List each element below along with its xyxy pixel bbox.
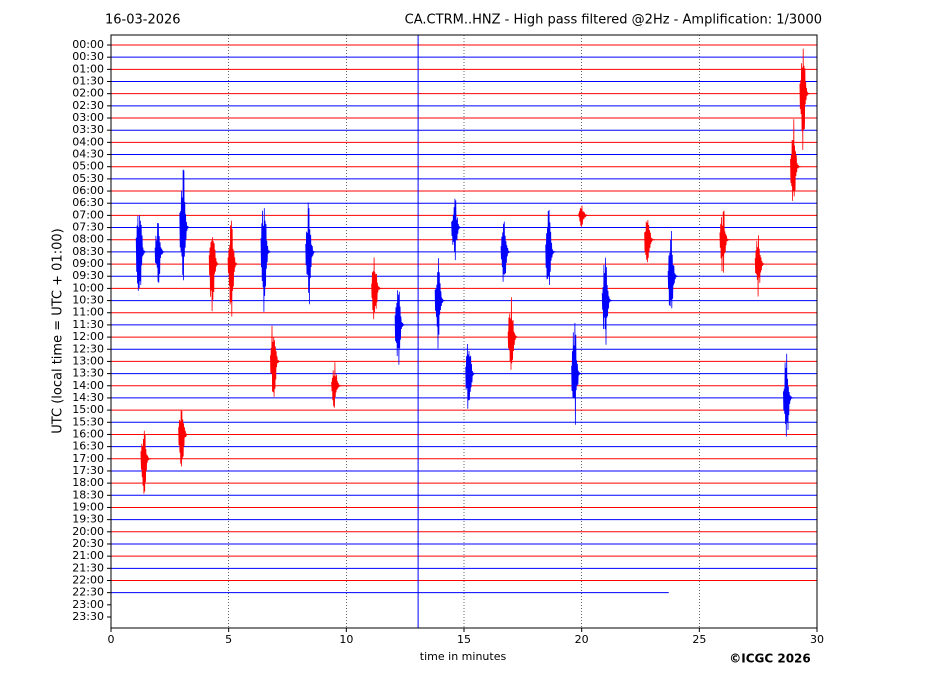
x-tick-label: 25: [692, 633, 706, 646]
y-tick-label: 22:00: [72, 573, 104, 586]
y-tick-label: 08:30: [72, 245, 104, 258]
seismic-burst: [790, 119, 801, 201]
y-tick-label: 00:30: [72, 50, 104, 63]
seismic-burst: [601, 257, 613, 345]
seismic-burst: [227, 220, 239, 317]
y-tick-label: 11:00: [72, 306, 104, 319]
y-tick-label: 21:00: [72, 549, 104, 562]
y-tick-label: 00:00: [72, 38, 104, 51]
y-tick-label: 14:00: [72, 379, 104, 392]
y-tick-label: 12:00: [72, 330, 104, 343]
y-tick-label: 10:30: [72, 294, 104, 307]
y-tick-label: 01:00: [72, 62, 104, 75]
seismic-burst: [799, 48, 810, 151]
seismic-burst: [135, 215, 147, 291]
seismic-burst: [507, 297, 519, 370]
y-tick-label: 09:00: [72, 257, 104, 270]
y-tick-label: 19:30: [72, 513, 104, 526]
y-tick-label: 17:30: [72, 464, 104, 477]
seismic-burst: [644, 219, 655, 263]
seismic-burst: [179, 169, 190, 281]
y-tick-label: 04:00: [72, 135, 104, 148]
y-tick-label: 15:30: [72, 415, 104, 428]
x-axis-label: time in minutes: [420, 650, 507, 663]
y-tick-label: 01:30: [72, 75, 104, 88]
y-tick-label: 03:30: [72, 123, 104, 136]
y-tick-label: 17:00: [72, 452, 104, 465]
y-tick-label: 14:30: [72, 391, 104, 404]
chart-title: CA.CTRM..HNZ - High pass filtered @2Hz -…: [405, 13, 822, 28]
y-tick-label: 22:30: [72, 586, 104, 599]
x-tick-label: 20: [575, 633, 589, 646]
y-tick-label: 11:30: [72, 318, 104, 331]
y-tick-label: 20:30: [72, 537, 104, 550]
x-tick-label: 15: [457, 633, 471, 646]
y-tick-label: 02:30: [72, 99, 104, 112]
y-tick-label: 16:30: [72, 440, 104, 453]
seismic-burst: [208, 237, 220, 312]
seismic-burst: [545, 209, 556, 286]
y-tick-label: 04:30: [72, 148, 104, 161]
y-tick-label: 19:00: [72, 500, 104, 513]
seismic-burst: [451, 198, 462, 261]
seismic-burst: [578, 205, 589, 227]
y-tick-label: 05:00: [72, 160, 104, 173]
y-tick-label: 03:00: [72, 111, 104, 124]
seismic-burst: [140, 430, 151, 494]
y-tick-label: 16:00: [72, 427, 104, 440]
y-tick-label: 02:00: [72, 87, 104, 100]
seismic-burst: [178, 409, 189, 467]
seismic-burst: [394, 290, 406, 365]
seismic-burst: [667, 230, 679, 309]
seismic-burst: [465, 343, 476, 409]
y-tick-label: 05:30: [72, 172, 104, 185]
x-tick-label: 30: [810, 633, 824, 646]
y-tick-label: 21:30: [72, 561, 104, 574]
y-tick-label: 07:30: [72, 221, 104, 234]
date: 16-03-2026: [105, 13, 181, 28]
y-tick-label: 20:00: [72, 525, 104, 538]
y-tick-label: 18:30: [72, 488, 104, 501]
y-tick-label: 07:00: [72, 208, 104, 221]
y-tick-label: 23:00: [72, 598, 104, 611]
plot-frame: [110, 34, 818, 629]
y-tick-label: 06:00: [72, 184, 104, 197]
seismic-burst: [783, 353, 794, 437]
x-tick-label: 10: [339, 633, 353, 646]
y-tick-label: 18:00: [72, 476, 104, 489]
seismic-burst: [270, 325, 281, 397]
y-tick-label: 13:30: [72, 367, 104, 380]
y-tick-label: 13:00: [72, 354, 104, 367]
seismic-burst: [571, 322, 582, 425]
y-tick-label: 12:30: [72, 342, 104, 355]
y-tick-label: 23:30: [72, 610, 104, 623]
x-tick-label: 5: [225, 633, 232, 646]
seismic-burst: [305, 202, 316, 305]
seismic-burst: [331, 362, 342, 408]
credit: ©ICGC 2026: [729, 652, 811, 666]
plot-area: 0 5 10 15 20 25 30 00:0000:3001:0001:3002:0002:…: [72, 35, 824, 646]
seismic-burst: [434, 258, 446, 349]
y-tick-label: 09:30: [72, 269, 104, 282]
y-tick-label: 10:00: [72, 281, 104, 294]
x-tick-label: 0: [108, 633, 115, 646]
seismic-burst: [260, 208, 271, 312]
seismic-burst: [371, 257, 382, 320]
y-tick-label: 08:00: [72, 233, 104, 246]
y-tick-label: 06:30: [72, 196, 104, 209]
seismic-burst: [754, 235, 766, 297]
y-axis-label: UTC (local time = UTC + 01:00): [51, 228, 66, 433]
seismic-burst: [154, 222, 166, 283]
seismic-burst: [719, 210, 730, 273]
y-tick-label: 15:00: [72, 403, 104, 416]
seismic-burst: [500, 221, 511, 282]
